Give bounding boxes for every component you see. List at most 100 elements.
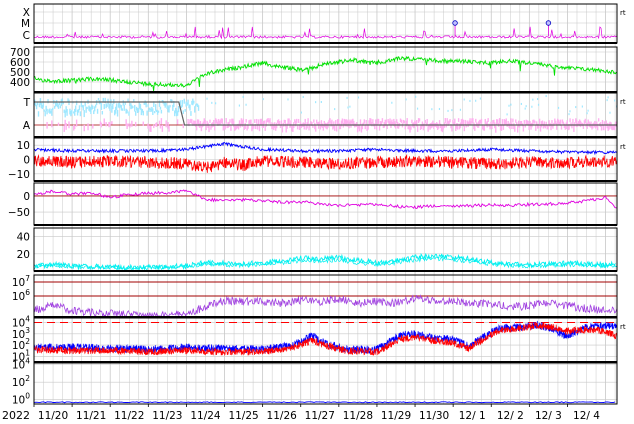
imf-away-mark [480,118,483,124]
imf-toward-mark [195,103,198,106]
imf-away-mark [73,124,75,131]
y-tick-label: 0 [23,155,30,167]
imf-away-mark [519,121,522,126]
imf-away-mark [325,123,327,129]
imf-toward-mark [136,108,139,114]
imf-toward-mark [300,111,302,114]
imf-toward-mark [349,105,351,108]
label-layer: XMCrt700600500400TArt100−10rt0−504020107… [8,7,626,422]
imf-away-mark [505,118,507,125]
imf-away-mark [516,125,519,133]
imf-away-mark [555,120,557,125]
imf-away-mark [279,124,282,129]
imf-toward-mark [34,102,37,107]
imf-toward-mark [581,105,583,108]
imf-toward-mark [80,101,83,107]
imf-toward-mark [108,103,110,109]
imf-away-mark [340,120,343,127]
imf-away-mark [358,125,361,132]
imf-away-mark [237,123,240,130]
imf-toward-mark [537,103,540,106]
imf-away-mark [338,123,341,130]
imf-away-mark [432,120,434,127]
imf-toward-mark [164,101,166,108]
imf-away-mark [350,120,352,128]
imf-away-mark [159,125,162,129]
imf-away-mark [471,118,473,123]
imf-away-mark [314,123,316,130]
imf-away-mark [308,124,310,131]
imf-away-mark [586,122,588,129]
imf-away-mark [68,121,70,129]
imf-away-mark [284,119,286,127]
imf-toward-mark [183,98,185,104]
imf-toward-mark [64,110,66,118]
imf-away-mark [361,123,364,130]
imf-toward-mark [90,107,92,115]
imf-away-mark [391,119,393,125]
imf-away-mark [588,121,590,127]
imf-away-mark [529,121,531,127]
imf-away-mark [530,123,532,130]
imf-away-mark [517,120,520,128]
imf-toward-mark [88,105,90,111]
y-tick-label: 20 [17,249,30,261]
imf-away-mark [195,123,198,131]
series-density-2 [33,256,617,271]
imf-away-mark [105,122,107,127]
imf-away-mark [614,123,616,131]
imf-toward-mark [132,106,134,109]
imf-away-mark [572,118,574,125]
year-label: 2022 [2,409,30,422]
imf-away-mark [603,121,606,125]
imf-away-mark [51,120,53,128]
imf-away-mark [538,118,541,124]
imf-toward-mark [149,107,151,111]
imf-away-mark [286,123,288,129]
imf-toward-mark [142,110,144,116]
imf-toward-mark [609,111,611,114]
imf-away-mark [295,120,297,127]
imf-toward-mark [134,111,137,116]
imf-away-mark [577,121,580,125]
imf-toward-mark [172,104,174,111]
imf-away-mark [235,125,237,130]
imf-away-mark [482,125,485,131]
imf-away-mark [187,118,189,126]
imf-away-mark [448,120,450,125]
imf-away-mark [433,123,435,130]
imf-toward-mark [114,110,116,116]
imf-away-mark [498,118,501,124]
imf-away-mark [213,119,215,127]
imf-away-mark [366,125,368,132]
y-tick-label: C [23,30,30,42]
imf-away-mark [200,125,203,132]
imf-away-mark [300,123,303,129]
imf-away-mark [359,119,362,125]
imf-toward-mark [238,104,241,107]
imf-away-mark [478,119,481,125]
imf-away-mark [283,119,285,123]
imf-away-mark [604,124,607,131]
imf-toward-mark [101,110,104,115]
imf-away-mark [265,120,267,127]
imf-away-mark [417,118,420,123]
imf-toward-mark [174,110,176,117]
imf-away-mark [402,119,405,124]
imf-away-mark [527,120,529,126]
imf-away-mark [450,124,452,129]
imf-away-mark [489,124,491,130]
imf-toward-mark [459,108,462,111]
imf-toward-mark [431,108,433,111]
imf-away-mark [569,118,571,123]
imf-away-mark [458,123,461,130]
imf-away-mark [392,121,394,126]
imf-toward-mark [54,102,57,107]
imf-toward-mark [184,109,186,112]
imf-away-mark [444,118,446,124]
imf-away-mark [380,121,383,126]
imf-toward-mark [109,104,111,111]
y-tick-label: 700 [10,47,30,59]
imf-away-mark [233,120,235,128]
imf-toward-mark [51,108,53,116]
